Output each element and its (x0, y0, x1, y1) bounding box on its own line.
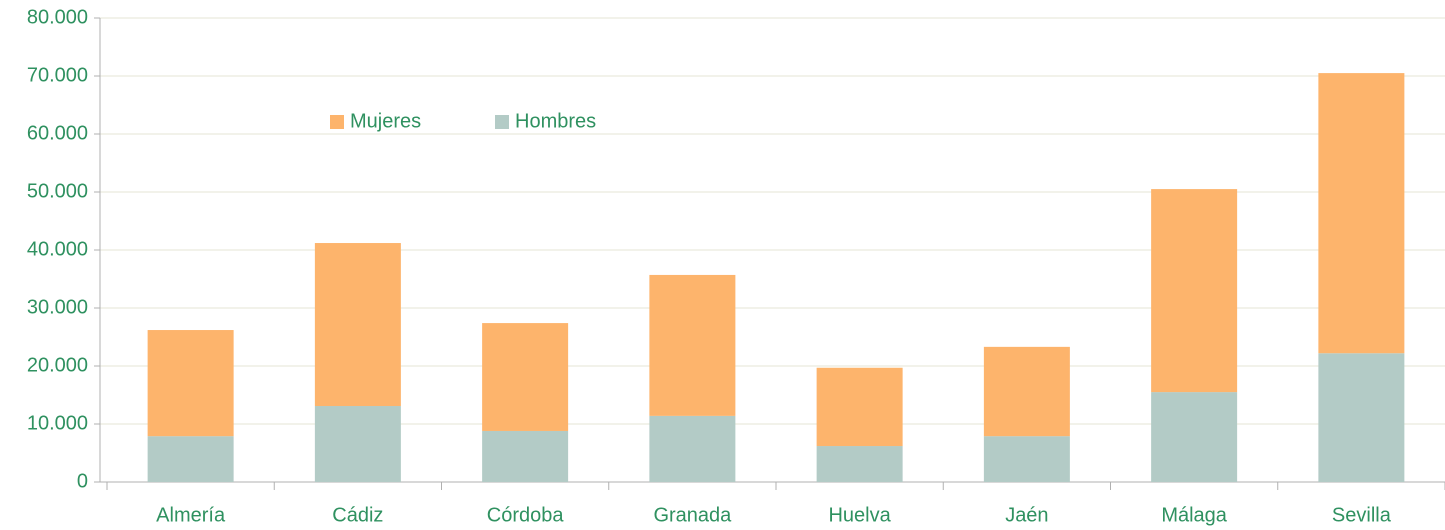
x-tick-label: Jaén (1005, 504, 1048, 526)
bar-segment (983, 436, 1070, 482)
y-tick-label: 80.000 (27, 6, 88, 28)
legend-label: Hombres (515, 110, 596, 132)
bar-segment (147, 330, 234, 437)
y-tick-label: 20.000 (27, 354, 88, 376)
y-tick-label: 60.000 (27, 122, 88, 144)
x-tick-label: Cádiz (332, 504, 383, 526)
bar-segment (1318, 353, 1405, 482)
x-tick-label: Sevilla (1332, 504, 1392, 526)
legend-swatch (330, 115, 344, 129)
bar-segment (816, 446, 903, 482)
bar-segment (816, 367, 903, 447)
bar-segment (983, 346, 1070, 437)
x-tick-label: Córdoba (487, 504, 565, 526)
bar-segment (1151, 189, 1238, 393)
y-tick-label: 30.000 (27, 296, 88, 318)
bar-segment (314, 406, 401, 482)
bar-segment (1318, 73, 1405, 354)
x-tick-label: Huelva (828, 504, 891, 526)
bar-segment (1151, 392, 1238, 482)
x-tick-label: Granada (653, 504, 732, 526)
y-tick-label: 70.000 (27, 64, 88, 86)
bar-segment (649, 415, 736, 482)
legend-label: Mujeres (350, 110, 421, 132)
y-tick-label: 0 (77, 470, 88, 492)
y-tick-label: 50.000 (27, 180, 88, 202)
x-tick-label: Málaga (1161, 504, 1227, 526)
bar-segment (482, 430, 569, 482)
y-tick-label: 10.000 (27, 412, 88, 434)
bar-segment (482, 323, 569, 431)
legend-swatch (495, 115, 509, 129)
y-tick-label: 40.000 (27, 238, 88, 260)
bar-segment (147, 436, 234, 482)
bar-segment (649, 274, 736, 416)
x-tick-label: Almería (156, 504, 226, 526)
bar-segment (314, 243, 401, 407)
